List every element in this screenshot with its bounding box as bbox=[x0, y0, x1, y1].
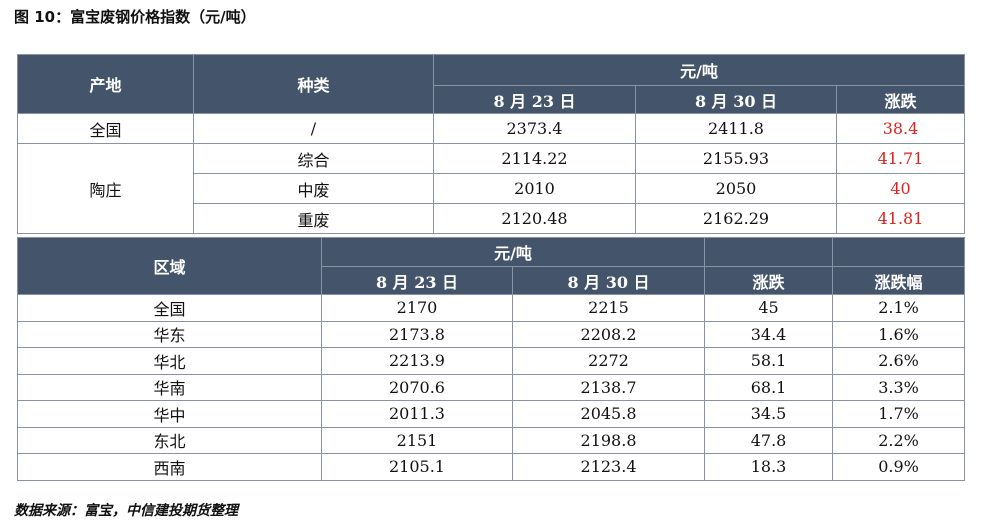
table-row: 东北 2151 2198.8 47.8 2.2% bbox=[17, 426, 966, 454]
cell-value: 2213.9 bbox=[321, 347, 513, 375]
table-row: 全国 2170 2215 45 2.1% bbox=[17, 294, 966, 322]
header-date2: 8 月 30 日 bbox=[511, 266, 706, 295]
cell-value: 2373.4 bbox=[433, 113, 636, 144]
table-row: 华北 2213.9 2272 58.1 2.6% bbox=[17, 347, 966, 375]
cell-change-pct: 0.9% bbox=[832, 453, 966, 481]
cell-change-pct: 1.7% bbox=[832, 400, 966, 428]
cell-change: 58.1 bbox=[704, 347, 834, 375]
header-unit: 元/吨 bbox=[320, 237, 706, 267]
cell-value: 2123.4 bbox=[511, 453, 706, 481]
header-change-pct: 涨跌幅 bbox=[832, 266, 966, 295]
table-row: 全国 / 2373.4 2411.8 38.4 bbox=[17, 113, 965, 144]
cell-origin: 全国 bbox=[17, 113, 194, 144]
cell-value: 2050 bbox=[635, 173, 837, 204]
table-row: 华东 2173.8 2208.2 34.4 1.6% bbox=[17, 320, 966, 348]
cell-value: 2045.8 bbox=[511, 400, 706, 428]
cell-region: 华东 bbox=[17, 320, 322, 348]
header-unit: 元/吨 bbox=[433, 54, 965, 86]
header-change: 涨跌 bbox=[836, 85, 965, 114]
table-row: 重废 2120.48 2162.29 41.81 bbox=[18, 203, 965, 234]
cell-change: 41.71 bbox=[836, 143, 965, 174]
cell-value: 2138.7 bbox=[511, 373, 706, 401]
table-row: 西南 2105.1 2123.4 18.3 0.9% bbox=[17, 453, 966, 481]
cell-value: 2162.29 bbox=[635, 203, 837, 234]
cell-value: 2114.22 bbox=[433, 143, 636, 174]
figure-title: 图 10：富宝废钢价格指数（元/吨） bbox=[14, 8, 256, 26]
cell-change: 34.4 bbox=[704, 320, 834, 348]
cell-change-pct: 2.6% bbox=[832, 347, 966, 375]
cell-change-pct: 1.6% bbox=[832, 320, 966, 348]
header-date1: 8 月 23 日 bbox=[321, 266, 513, 295]
cell-region: 西南 bbox=[17, 453, 322, 481]
cell-change-pct: 2.1% bbox=[832, 294, 966, 322]
header-type: 种类 bbox=[193, 54, 434, 114]
table-row: 华中 2011.3 2045.8 34.5 1.7% bbox=[17, 400, 966, 428]
table-row: 华南 2070.6 2138.7 68.1 3.3% bbox=[17, 373, 966, 401]
cell-change-pct: 2.2% bbox=[832, 426, 966, 454]
cell-region: 东北 bbox=[17, 426, 322, 454]
cell-change: 47.8 bbox=[704, 426, 834, 454]
cell-value: 2170 bbox=[321, 294, 513, 322]
header-change: 涨跌 bbox=[704, 266, 834, 295]
header-blank bbox=[832, 237, 966, 267]
cell-value: 2272 bbox=[511, 347, 706, 375]
cell-value: 2208.2 bbox=[511, 320, 706, 348]
cell-type: 中废 bbox=[193, 173, 434, 204]
scrap-price-table-region: 区域 元/吨 8 月 23 日 8 月 30 日 涨跌 涨跌幅 全国 2170 … bbox=[17, 237, 966, 481]
cell-value: 2215 bbox=[511, 294, 706, 322]
cell-change: 68.1 bbox=[704, 373, 834, 401]
header-region: 区域 bbox=[17, 237, 322, 295]
cell-change: 34.5 bbox=[704, 400, 834, 428]
cell-region: 华南 bbox=[17, 373, 322, 401]
cell-value: 2155.93 bbox=[635, 143, 837, 174]
cell-change: 38.4 bbox=[836, 113, 965, 144]
cell-region: 全国 bbox=[17, 294, 322, 322]
cell-value: 2411.8 bbox=[635, 113, 837, 144]
cell-value: 2120.48 bbox=[433, 203, 636, 234]
cell-type: 综合 bbox=[193, 143, 434, 174]
cell-value: 2151 bbox=[321, 426, 513, 454]
cell-value: 2070.6 bbox=[321, 373, 513, 401]
scrap-price-table-origin: 产地 种类 元/吨 8 月 23 日 8 月 30 日 涨跌 全国 / 2373… bbox=[17, 54, 965, 234]
cell-value: 2010 bbox=[433, 173, 636, 204]
source-note: 数据来源：富宝，中信建投期货整理 bbox=[14, 503, 238, 519]
cell-value: 2198.8 bbox=[511, 426, 706, 454]
table-row: 中废 2010 2050 40 bbox=[18, 173, 965, 204]
cell-change-pct: 3.3% bbox=[832, 373, 966, 401]
header-date2: 8 月 30 日 bbox=[635, 85, 837, 114]
cell-change: 18.3 bbox=[704, 453, 834, 481]
cell-type: / bbox=[193, 113, 434, 144]
header-date1: 8 月 23 日 bbox=[433, 85, 636, 114]
header-blank bbox=[704, 237, 834, 267]
cell-region: 华中 bbox=[17, 400, 322, 428]
header-origin: 产地 bbox=[17, 54, 194, 114]
cell-change: 41.81 bbox=[836, 203, 965, 234]
cell-origin: 陶庄 bbox=[17, 143, 194, 234]
cell-value: 2011.3 bbox=[321, 400, 513, 428]
cell-region: 华北 bbox=[17, 347, 322, 375]
table-row: 陶庄 综合 2114.22 2155.93 41.71 bbox=[17, 143, 965, 234]
cell-value: 2105.1 bbox=[321, 453, 513, 481]
cell-value: 2173.8 bbox=[321, 320, 513, 348]
cell-change: 45 bbox=[704, 294, 834, 322]
cell-change: 40 bbox=[836, 173, 965, 204]
cell-type: 重废 bbox=[193, 203, 434, 234]
